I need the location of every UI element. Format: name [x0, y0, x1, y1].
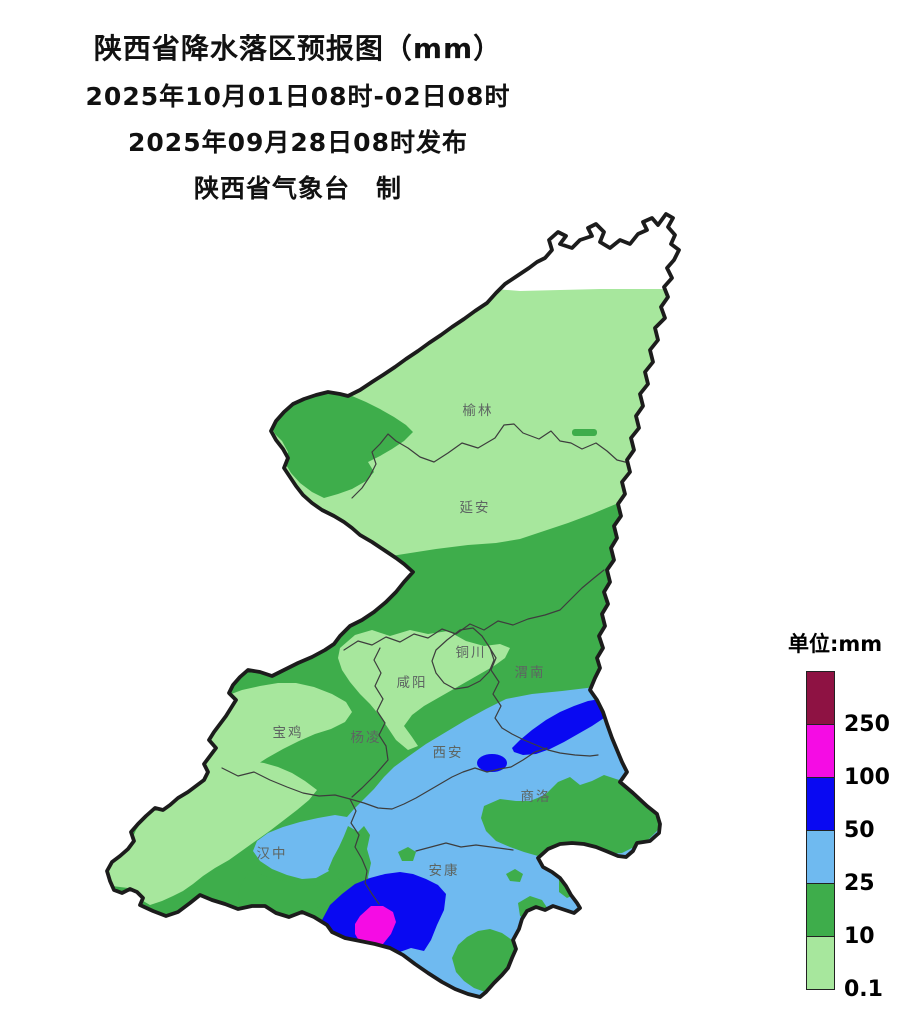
zone-heavystorm-core — [355, 906, 396, 949]
border-qinling — [221, 747, 548, 810]
legend-swatch-25: 25 — [806, 830, 875, 896]
region-label-yulin: 榆林 — [463, 403, 494, 419]
region-label-baoji: 宝鸡 — [273, 724, 304, 741]
legend-swatch-100: 100 — [806, 724, 890, 790]
region-label-xianyang: 咸阳 — [397, 675, 428, 691]
legend: 单位:mm 250 100 50 25 10 0.1 — [786, 628, 896, 1002]
legend-swatch-50: 50 — [806, 777, 875, 843]
border-yanan-south — [343, 569, 605, 651]
map-title: 陕西省降水落区预报图（mm） — [93, 32, 503, 65]
legend-title: 单位:mm — [788, 632, 883, 656]
legend-label-0p1: 0.1 — [844, 977, 883, 1002]
province-outline — [105, 212, 681, 999]
zone-moderate-dot-4 — [398, 847, 416, 861]
legend-label-250: 250 — [844, 712, 890, 737]
region-label-weinan: 渭南 — [515, 665, 546, 681]
zone-storm-xian-south — [477, 754, 507, 772]
border-yulin-yanan — [351, 423, 642, 499]
region-label-xian: 西安 — [433, 745, 464, 761]
legend-label-25: 25 — [844, 871, 875, 896]
border-baoji-xianyang — [351, 647, 389, 798]
title-block: 陕西省降水落区预报图（mm） 2025年10月01日08时-02日08时 202… — [0, 24, 596, 212]
border-ankang-shangluo — [415, 842, 514, 852]
border-xianyang-weinan — [487, 644, 599, 757]
issue-time: 2025年09月28日08时发布 — [128, 128, 468, 157]
legend-swatch-10: 10 — [806, 883, 875, 949]
issuer: 陕西省气象台 制 — [193, 174, 402, 203]
zone-moderate-wrap-east — [328, 826, 360, 876]
zone-light-hanzhong-west — [107, 761, 317, 905]
region-label-yangling: 杨凌 — [351, 730, 382, 746]
border-hanzhong-ankang — [349, 798, 380, 905]
zone-moderate-shangluo — [481, 775, 662, 856]
region-label-hanzhong: 汉中 — [257, 846, 288, 862]
legend-swatch-0p1: 0.1 — [806, 936, 883, 1002]
legend-label-50: 50 — [844, 818, 875, 843]
region-label-tongchuan: 铜川 — [456, 645, 487, 661]
border-tongchuan — [431, 627, 495, 690]
precipitation-zones — [107, 214, 679, 997]
forecast-period: 2025年10月01日08时-02日08时 — [85, 82, 511, 111]
zone-moderate-yulin-west — [272, 392, 413, 498]
region-label-ankang: 安康 — [429, 862, 460, 879]
city-boundaries — [221, 423, 642, 905]
zone-moderate-dot-1 — [506, 869, 523, 882]
region-labels: 榆林 延安 铜川 渭南 咸阳 杨凌 宝鸡 西安 商洛 汉中 安康 — [257, 403, 552, 879]
zone-light-xianyang-tongchuan — [338, 630, 510, 750]
legend-label-10: 10 — [844, 924, 875, 949]
legend-swatch-250: 250 — [806, 671, 890, 737]
zone-moderate-yulin-dash — [572, 429, 597, 436]
legend-label-100: 100 — [844, 765, 890, 790]
region-label-yanan: 延安 — [460, 500, 491, 516]
zone-storm-weinan-east — [512, 699, 612, 755]
legend-color-bar: 250 100 50 25 10 0.1 — [806, 671, 896, 1002]
region-label-shangluo: 商洛 — [521, 789, 552, 805]
